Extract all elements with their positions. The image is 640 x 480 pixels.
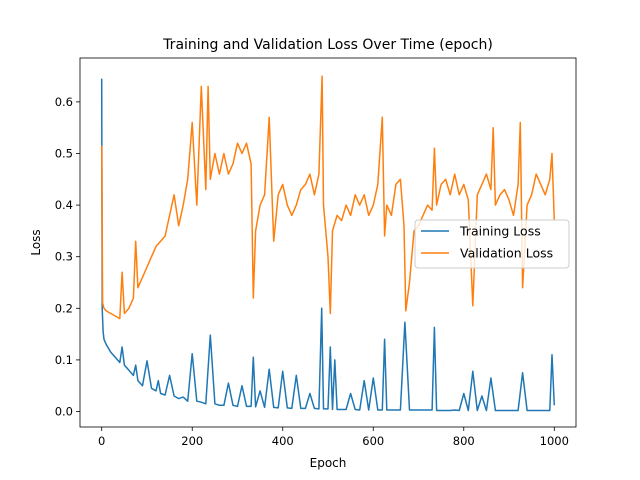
- series-line-0: [100, 78, 556, 412]
- series-line-1: [100, 75, 556, 320]
- x-tick-label-0: 0: [98, 434, 105, 448]
- y-tick-label-2: 0.2: [55, 301, 73, 315]
- legend-box: [414, 219, 570, 269]
- x-tick-label-1: 200: [181, 434, 203, 448]
- x-axis: 0 200 400 600 800 1000: [98, 427, 569, 448]
- x-tick-label-3: 600: [362, 434, 384, 448]
- legend-label-training: Training Loss: [459, 224, 541, 239]
- x-tick-label-4: 800: [453, 434, 475, 448]
- y-tick-label-4: 0.4: [55, 198, 73, 212]
- plot-frame: [79, 57, 577, 428]
- y-axis: 0.0 0.1 0.2 0.3 0.4 0.5 0.6: [55, 95, 80, 419]
- y-tick-label-5: 0.5: [55, 146, 73, 160]
- x-tick-label-2: 400: [272, 434, 294, 448]
- y-axis-label: Loss: [29, 229, 43, 255]
- x-tick-label-5: 1000: [540, 434, 569, 448]
- legend: Training Loss Validation Loss: [414, 219, 570, 269]
- series-layer: [100, 75, 556, 412]
- y-tick-label-6: 0.6: [55, 95, 73, 109]
- legend-label-validation: Validation Loss: [460, 246, 553, 261]
- x-axis-label: Epoch: [310, 456, 347, 470]
- y-tick-label-0: 0.0: [55, 405, 73, 419]
- y-tick-label-3: 0.3: [55, 250, 73, 264]
- y-tick-label-1: 0.1: [55, 353, 73, 367]
- chart-title: Training and Validation Loss Over Time (…: [162, 37, 493, 53]
